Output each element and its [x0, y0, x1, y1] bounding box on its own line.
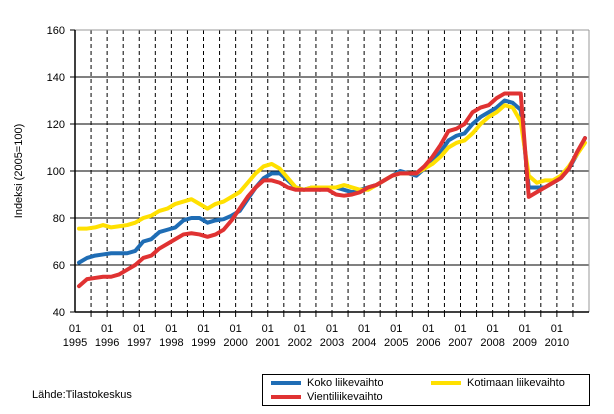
x-tick-label-year: 2007: [448, 337, 472, 349]
x-tick-label-year: 2008: [480, 337, 504, 349]
x-tick-label-month: 01: [358, 323, 370, 335]
x-tick-label-year: 2006: [416, 337, 440, 349]
x-tick-labels: 01 1995 01 1996 01 1997 01 1998 01 1999 01 2000 01 20…: [63, 323, 569, 349]
line-chart: 40 60 80 100 120 140 160 01 1995 01 1996 01 1997 01 1…: [13, 25, 590, 349]
x-tick-label-month: 01: [390, 323, 402, 335]
x-tick-label-month: 01: [294, 323, 306, 335]
y-tick-label: 120: [47, 119, 65, 131]
y-axis-label: Indeksi (2005=100): [13, 124, 25, 218]
y-tick-label: 40: [53, 307, 65, 319]
x-tick-label-year: 2003: [320, 337, 344, 349]
x-tick-label-month: 01: [487, 323, 499, 335]
x-tick-label-year: 2000: [223, 337, 247, 349]
y-tick-label: 140: [47, 72, 65, 84]
legend-label: Vientiliikevaihto: [307, 391, 383, 403]
x-tick-label-year: 1995: [63, 337, 87, 349]
x-tick-label-year: 1996: [95, 337, 119, 349]
x-tick-label-year: 2002: [288, 337, 312, 349]
x-tick-label-month: 01: [230, 323, 242, 335]
x-tick-label-year: 1999: [191, 337, 215, 349]
x-tick-label-month: 01: [197, 323, 209, 335]
x-tick-label-year: 2004: [352, 337, 376, 349]
x-tick-label-month: 01: [165, 323, 177, 335]
legend-swatch: [271, 395, 301, 399]
x-tick-label-year: 2005: [384, 337, 408, 349]
x-tick-label-month: 01: [551, 323, 563, 335]
y-tick-label: 100: [47, 166, 65, 178]
legend-item-vienti: Vientiliikevaihto: [271, 391, 383, 403]
x-tick-label-year: 2010: [545, 337, 569, 349]
legend-label: Koko liikevaihto: [307, 377, 384, 389]
x-tick-label-year: 2001: [256, 337, 280, 349]
series-line-kotimaan-liikevaihto: [77, 103, 587, 231]
y-tick-label: 160: [47, 25, 65, 37]
x-tick-label-year: 2009: [513, 337, 537, 349]
series-lines: [77, 91, 587, 289]
legend-label: Kotimaan liikevaihto: [467, 377, 565, 389]
y-tick-label: 80: [53, 213, 65, 225]
legend-swatch: [271, 381, 301, 385]
x-tick-label-month: 01: [133, 323, 145, 335]
y-tick-label: 60: [53, 260, 65, 272]
legend-item-koko: Koko liikevaihto: [271, 377, 383, 389]
x-tick-label-month: 01: [519, 323, 531, 335]
x-tick-label-year: 1998: [159, 337, 183, 349]
y-tick-labels: 40 60 80 100 120 140 160: [47, 25, 65, 319]
legend-item-kotimaan: Kotimaan liikevaihto: [431, 377, 565, 389]
x-tick-label-month: 01: [326, 323, 338, 335]
source-note: Lähde:Tilastokeskus: [32, 389, 132, 401]
grid: [70, 29, 590, 317]
series-line-vientiliikevaihto: [77, 91, 587, 289]
x-tick-label-month: 01: [101, 323, 113, 335]
x-tick-label-year: 1997: [127, 337, 151, 349]
x-tick-label-month: 01: [422, 323, 434, 335]
x-tick-label-month: 01: [69, 323, 81, 335]
legend: Koko liikevaihto Kotimaan liikevaihto Vi…: [262, 374, 590, 406]
legend-swatch: [431, 381, 461, 385]
x-tick-label-month: 01: [454, 323, 466, 335]
x-tick-label-month: 01: [262, 323, 274, 335]
